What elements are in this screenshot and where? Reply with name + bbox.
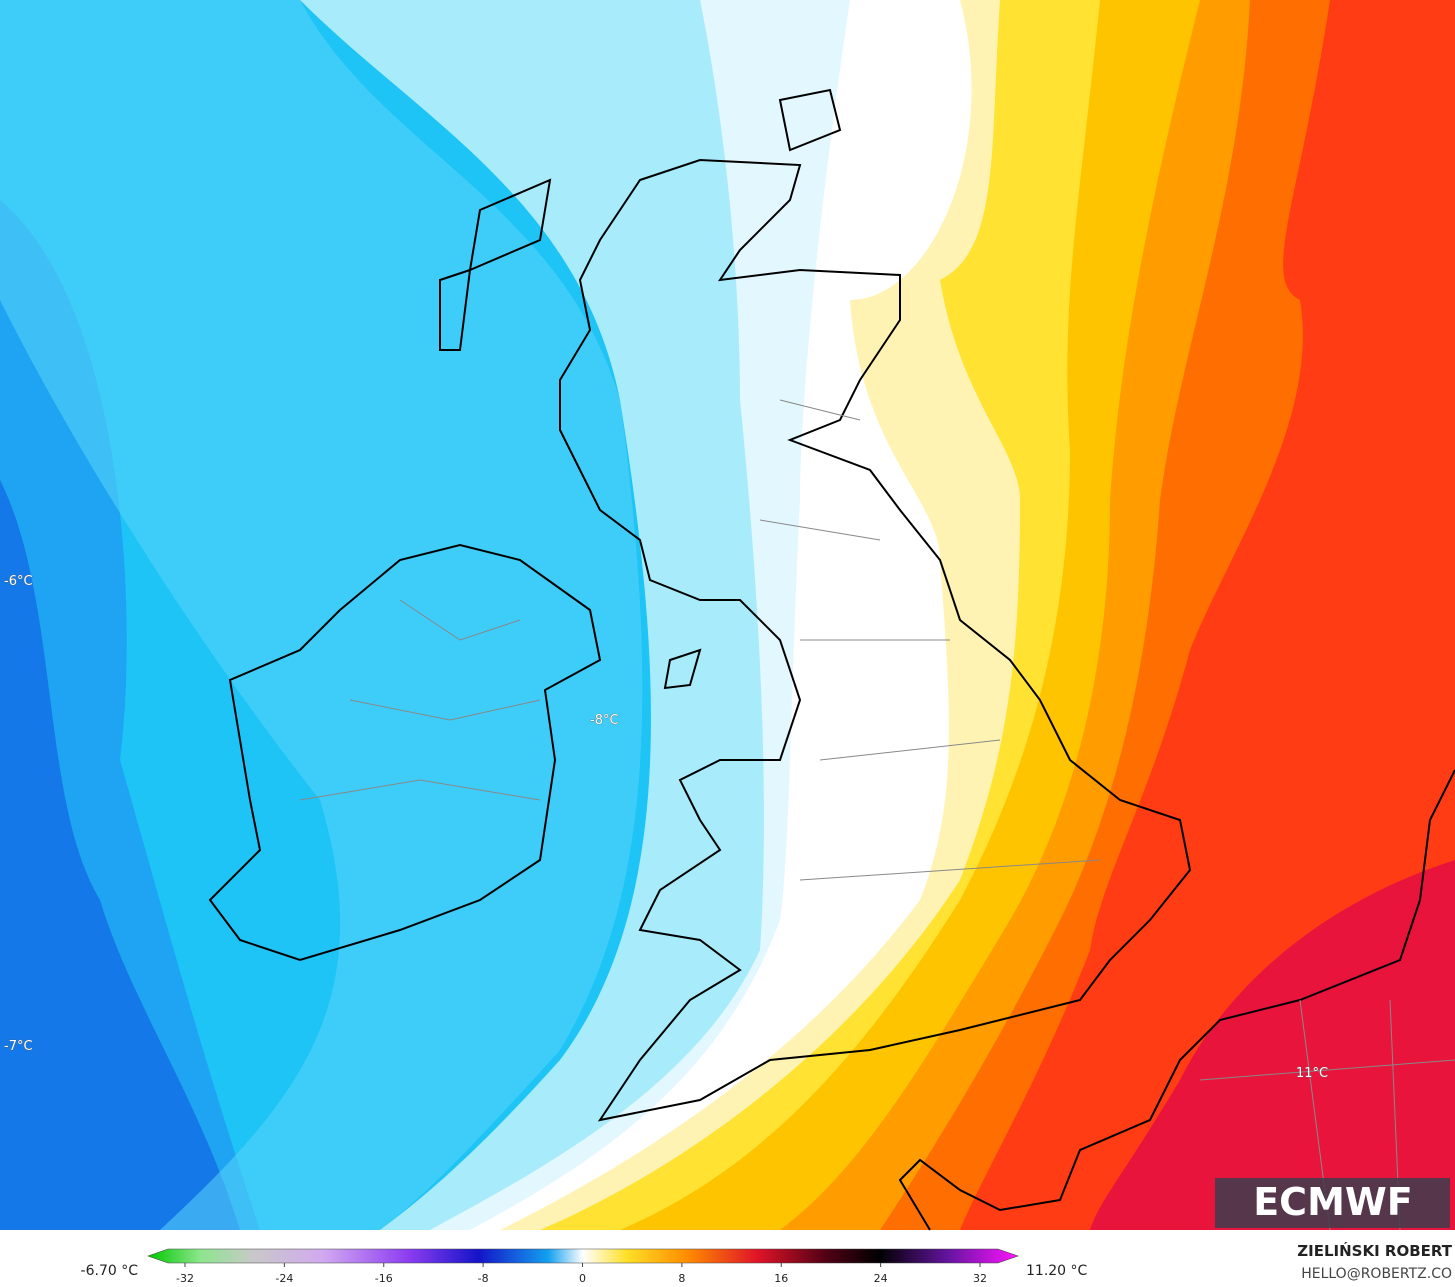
map: -6°C -8°C -7°C 11°C ECMWF [0, 0, 1455, 1231]
max-label: 11.20 °C [1026, 1263, 1088, 1279]
tick-label: 32 [973, 1272, 987, 1285]
map-label: 11°C [1296, 1066, 1328, 1081]
map-label: -8°C [590, 713, 619, 728]
tick-label: 24 [874, 1272, 888, 1285]
map-label: -7°C [4, 1039, 33, 1054]
tick-label: -16 [375, 1272, 393, 1285]
tick-label: 8 [678, 1272, 685, 1285]
legend: -6.70 °C 11.20 °C -32 -24 -16 -8 0 8 16 24 32 [81, 1248, 1088, 1285]
britain-coast [559, 158, 1192, 1122]
logo-box [1215, 1178, 1450, 1228]
tick-label: -24 [275, 1272, 293, 1285]
ticks: -32 -24 -16 -8 0 8 16 24 32 [176, 1263, 987, 1285]
tick-label: 16 [774, 1272, 788, 1285]
ireland-coast [208, 543, 602, 962]
tick-label: -8 [478, 1272, 489, 1285]
band [1090, 860, 1455, 1230]
author: ZIELIŃSKI ROBERT [1297, 1241, 1452, 1260]
contact: HELLO@ROBERTZ.CO [1301, 1266, 1452, 1282]
borders [299, 399, 1455, 1231]
band [0, 0, 643, 1230]
continent-coast [898, 769, 1455, 1231]
min-label: -6.70 °C [81, 1263, 139, 1279]
map-label: -6°C [4, 574, 33, 589]
logo: ECMWF [1253, 1180, 1413, 1224]
coastlines [208, 88, 1455, 1231]
tick-label: 0 [579, 1272, 586, 1285]
tick-label: -32 [176, 1272, 194, 1285]
colorbar [147, 1248, 1019, 1264]
band [0, 480, 240, 1230]
islands [439, 88, 842, 690]
